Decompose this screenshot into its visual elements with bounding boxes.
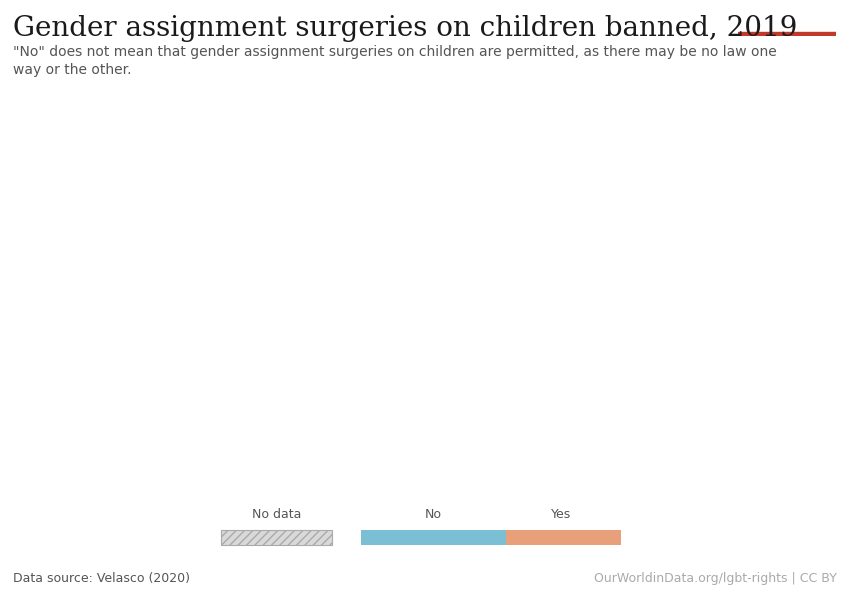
FancyBboxPatch shape: [221, 530, 332, 545]
FancyBboxPatch shape: [506, 530, 620, 545]
Text: Gender assignment surgeries on children banned, 2019: Gender assignment surgeries on children …: [13, 15, 797, 42]
Bar: [738, 32, 836, 36]
Text: No data: No data: [252, 508, 301, 521]
Text: Yes: Yes: [551, 508, 571, 521]
Text: Our World: Our World: [761, 9, 813, 18]
Text: Data source: Velasco (2020): Data source: Velasco (2020): [13, 572, 190, 585]
Text: "No" does not mean that gender assignment surgeries on children are permitted, a: "No" does not mean that gender assignmen…: [13, 45, 777, 77]
FancyBboxPatch shape: [361, 530, 506, 545]
Text: in Data: in Data: [768, 19, 805, 28]
Text: OurWorldinData.org/lgbt-rights | CC BY: OurWorldinData.org/lgbt-rights | CC BY: [594, 572, 837, 585]
Text: No: No: [425, 508, 442, 521]
